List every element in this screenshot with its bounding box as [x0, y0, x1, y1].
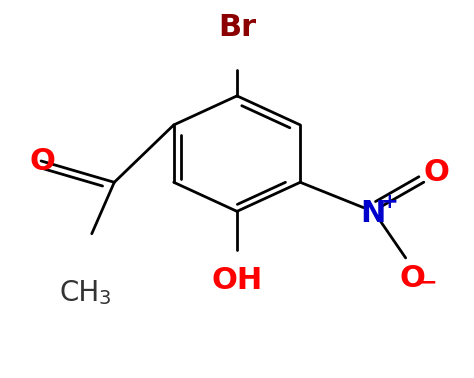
Text: −: − [419, 273, 437, 293]
Text: +: + [381, 192, 399, 212]
Text: N: N [360, 199, 385, 228]
Text: O: O [30, 147, 55, 175]
Text: 3: 3 [99, 290, 111, 308]
Text: CH: CH [60, 279, 100, 307]
Text: Br: Br [218, 13, 256, 42]
Text: O: O [400, 264, 426, 293]
Text: O: O [423, 158, 449, 187]
Text: OH: OH [211, 266, 263, 295]
